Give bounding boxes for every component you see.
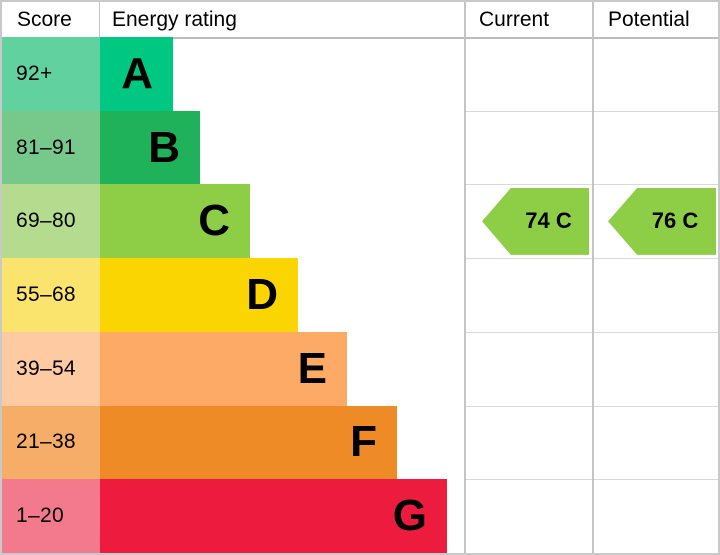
score-cell-a: 92+ [2, 37, 100, 111]
potential-header-label: Potential [608, 7, 690, 31]
grid-line [464, 258, 718, 260]
rating-bar-e: E [100, 331, 347, 406]
rating-bar-b: B [100, 110, 200, 185]
current-rating-arrow: 74 C [482, 187, 589, 255]
score-range-b: 81–91 [16, 135, 76, 159]
band-row-a: 92+ A [2, 37, 718, 111]
score-cell-e: 39–54 [2, 331, 100, 406]
score-cell-d: 55–68 [2, 258, 100, 332]
score-range-f: 21–38 [16, 430, 76, 454]
grid-line [464, 331, 718, 333]
grid-line [464, 405, 718, 407]
rating-letter-g: G [392, 491, 427, 541]
band-row-c: 69–80 C [2, 184, 718, 259]
score-cell-c: 69–80 [2, 184, 100, 259]
band-row-e: 39–54 E [2, 331, 718, 406]
band-row-g: 1–20 G [2, 479, 718, 553]
score-range-g: 1–20 [16, 504, 64, 528]
band-rows: 92+ A 81–91 B 69–80 C 55–68 D 39–54 E 21… [2, 37, 718, 553]
score-range-a: 92+ [16, 61, 53, 85]
column-divider-potential [592, 2, 594, 553]
score-range-c: 69–80 [16, 209, 76, 233]
band-row-d: 55–68 D [2, 258, 718, 332]
score-header-label: Score [17, 7, 72, 31]
score-range-e: 39–54 [16, 356, 76, 380]
rating-bar-d: D [100, 258, 298, 332]
grid-line [464, 110, 718, 112]
column-divider-current [464, 2, 466, 553]
header-row: Score Energy rating Current Potential [2, 2, 718, 39]
rating-letter-c: C [198, 196, 230, 246]
score-cell-f: 21–38 [2, 405, 100, 480]
grid-line [464, 479, 718, 481]
header-energy-rating: Energy rating [100, 8, 463, 32]
current-header-label: Current [479, 7, 550, 31]
band-row-f: 21–38 F [2, 405, 718, 480]
rating-letter-d: D [246, 270, 278, 320]
rating-letter-b: B [148, 122, 180, 172]
rating-bar-g: G [100, 479, 447, 553]
rating-bar-c: C [100, 184, 250, 259]
rating-bar-a: A [100, 37, 173, 111]
header-current: Current [463, 8, 591, 32]
rating-letter-a: A [121, 48, 153, 98]
grid-line [464, 184, 718, 186]
score-range-d: 55–68 [16, 283, 76, 307]
score-cell-b: 81–91 [2, 110, 100, 185]
current-rating-label: 74 C [525, 208, 572, 234]
band-row-b: 81–91 B [2, 110, 718, 185]
rating-bar-f: F [100, 405, 397, 480]
potential-rating-label: 76 C [651, 208, 699, 234]
rating-letter-f: F [350, 417, 377, 467]
score-cell-g: 1–20 [2, 479, 100, 553]
rating-letter-e: E [297, 343, 327, 393]
header-score: Score [2, 2, 100, 37]
energy-rating-header-label: Energy rating [112, 7, 237, 31]
header-potential: Potential [591, 8, 718, 32]
